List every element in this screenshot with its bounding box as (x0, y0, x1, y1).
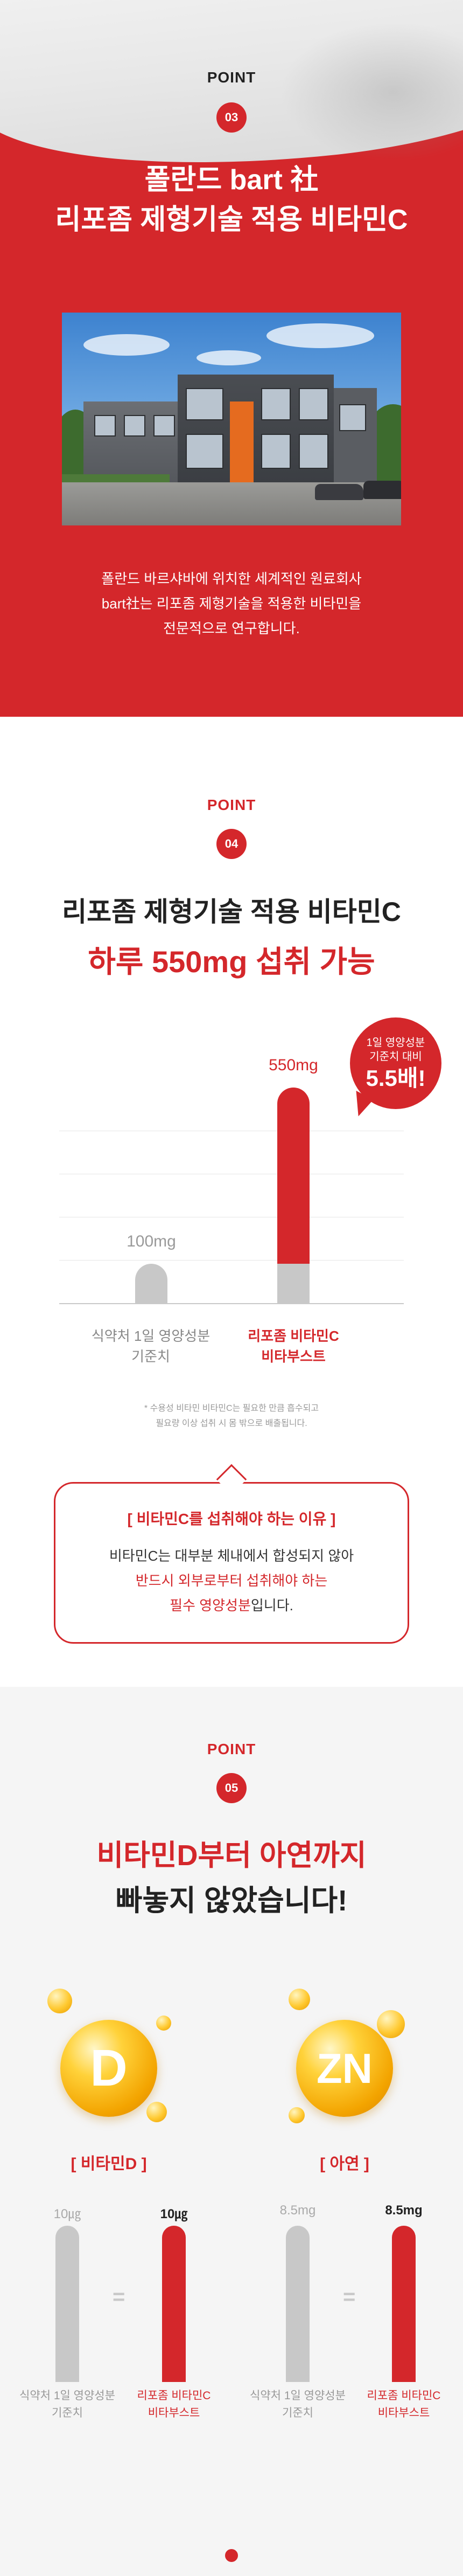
bar-reference-100mg (135, 1264, 167, 1303)
vitamin-d-ref-caption: 식약처 1일 영양성분 기준치 (19, 2390, 115, 2419)
value-label-reference: 100mg (127, 1232, 176, 1251)
bubble-line1: 1일 영양성분 (366, 1037, 425, 1049)
point5-number-badge: 05 (216, 1773, 247, 1803)
flag-fold-shadow (280, 22, 463, 162)
zinc-equals-sign: = (343, 2285, 356, 2309)
vitamin-d-ref-bar (55, 2226, 79, 2382)
absorption-footnote-line2: 필요량 이상 섭취 시 몸 밖으로 배출됩니다. (156, 1419, 307, 1428)
gold-bubble-decor (289, 1989, 310, 2010)
vitamin-d-name: [ 비타민D ] (71, 2155, 147, 2173)
point3-title-line1: 폴란드 bart 社 (144, 164, 319, 196)
point4-title-line2: 하루 550mg 섭취 가능 (88, 945, 375, 979)
reason-info-box: [ 비타민C를 섭취해야 하는 이유 ] 비타민C는 대부분 체내에서 합성되지… (54, 1482, 409, 1644)
reason-title: [ 비타민C를 섭취해야 하는 이유 ] (127, 1511, 336, 1527)
zinc-ref-value: 8.5mg (279, 2203, 316, 2218)
bubble-line2: 기준치 대비 (369, 1051, 422, 1063)
point5-title-line2: 빠놓지 않았습니다! (115, 1885, 348, 1917)
category-label-product: 리포좀 비타민C 비타부스트 (248, 1328, 339, 1365)
gold-bubble-decor (377, 2010, 405, 2038)
bubble-value: 5.5배! (366, 1065, 426, 1091)
point4-label: POINT (207, 797, 256, 813)
zinc-name: [ 아연 ] (320, 2155, 369, 2173)
vitamin-d-orb-icon: D (60, 2020, 157, 2117)
vitamin-d-product-value: 10㎍ (160, 2207, 188, 2221)
vitamin-d-equals-sign: = (113, 2285, 125, 2309)
bart-factory-photo (62, 313, 401, 525)
point3-label: POINT (207, 69, 256, 86)
zinc-ref-bar (286, 2226, 310, 2382)
point5-title-line1: 비타민D부터 아연까지 (96, 1839, 367, 1872)
zinc-ref-caption: 식약처 1일 영양성분 기준치 (250, 2390, 346, 2419)
bar-product-reference-portion (277, 1264, 310, 1303)
point4-title-line1: 리포좀 제형기술 적용 비타민C (62, 897, 401, 927)
point3-desc-line2: bart社는 리포좀 제형기술을 적용한 비타민을 (101, 595, 362, 612)
category-label-reference: 식약처 1일 영양성분 기준치 (91, 1328, 211, 1365)
zinc-product-bar (392, 2226, 416, 2382)
vitamin-d-product-caption: 리포좀 비타민C 비타부스트 (137, 2390, 211, 2419)
bar-product-550mg (277, 1088, 310, 1264)
point3-desc-line1: 폴란드 바르샤바에 위치한 세계적인 원료회사 (101, 571, 362, 587)
point5-label: POINT (207, 1741, 256, 1757)
point3-desc-line3: 전문적으로 연구합니다. (163, 620, 300, 636)
reason-line3: 필수 영양성분입니다. (170, 1597, 293, 1614)
point3-title-line2: 리포좀 제형기술 적용 비타민C (55, 204, 408, 236)
value-label-product: 550mg (269, 1056, 318, 1074)
zinc-orb-icon: ZN (296, 2020, 393, 2117)
zinc-product-value: 8.5mg (385, 2203, 423, 2218)
bottom-red-dot (225, 2549, 238, 2562)
vitamin-d-product-bar (162, 2226, 186, 2382)
point5-section: POINT 05 비타민D부터 아연까지 빠놓지 않았습니다! D ZN [ 비… (0, 1687, 463, 2576)
reason-line1: 비타민C는 대부분 체내에서 합성되지 않아 (109, 1548, 354, 1564)
gold-bubble-decor (289, 2107, 305, 2123)
point3-section: POINT 03 폴란드 bart 社 리포좀 제형기술 적용 비타민C 폴란드… (0, 0, 463, 717)
vitamin-d-ref-value: 10㎍ (53, 2207, 81, 2221)
ratio-callout-bubble: 1일 영양성분 기준치 대비 5.5배! (350, 1017, 441, 1109)
point4-number-badge: 04 (216, 829, 247, 859)
reason-line2: 반드시 외부로부터 섭취해야 하는 (135, 1573, 328, 1589)
gold-bubble-decor (156, 2016, 171, 2031)
absorption-footnote-line1: * 수용성 비타민 비타민C는 필요한 만큼 흡수되고 (144, 1404, 319, 1413)
zinc-product-caption: 리포좀 비타민C 비타부스트 (367, 2390, 441, 2419)
gold-bubble-decor (47, 1989, 72, 2013)
gold-bubble-decor (146, 2102, 167, 2122)
point3-number-badge: 03 (216, 102, 247, 133)
